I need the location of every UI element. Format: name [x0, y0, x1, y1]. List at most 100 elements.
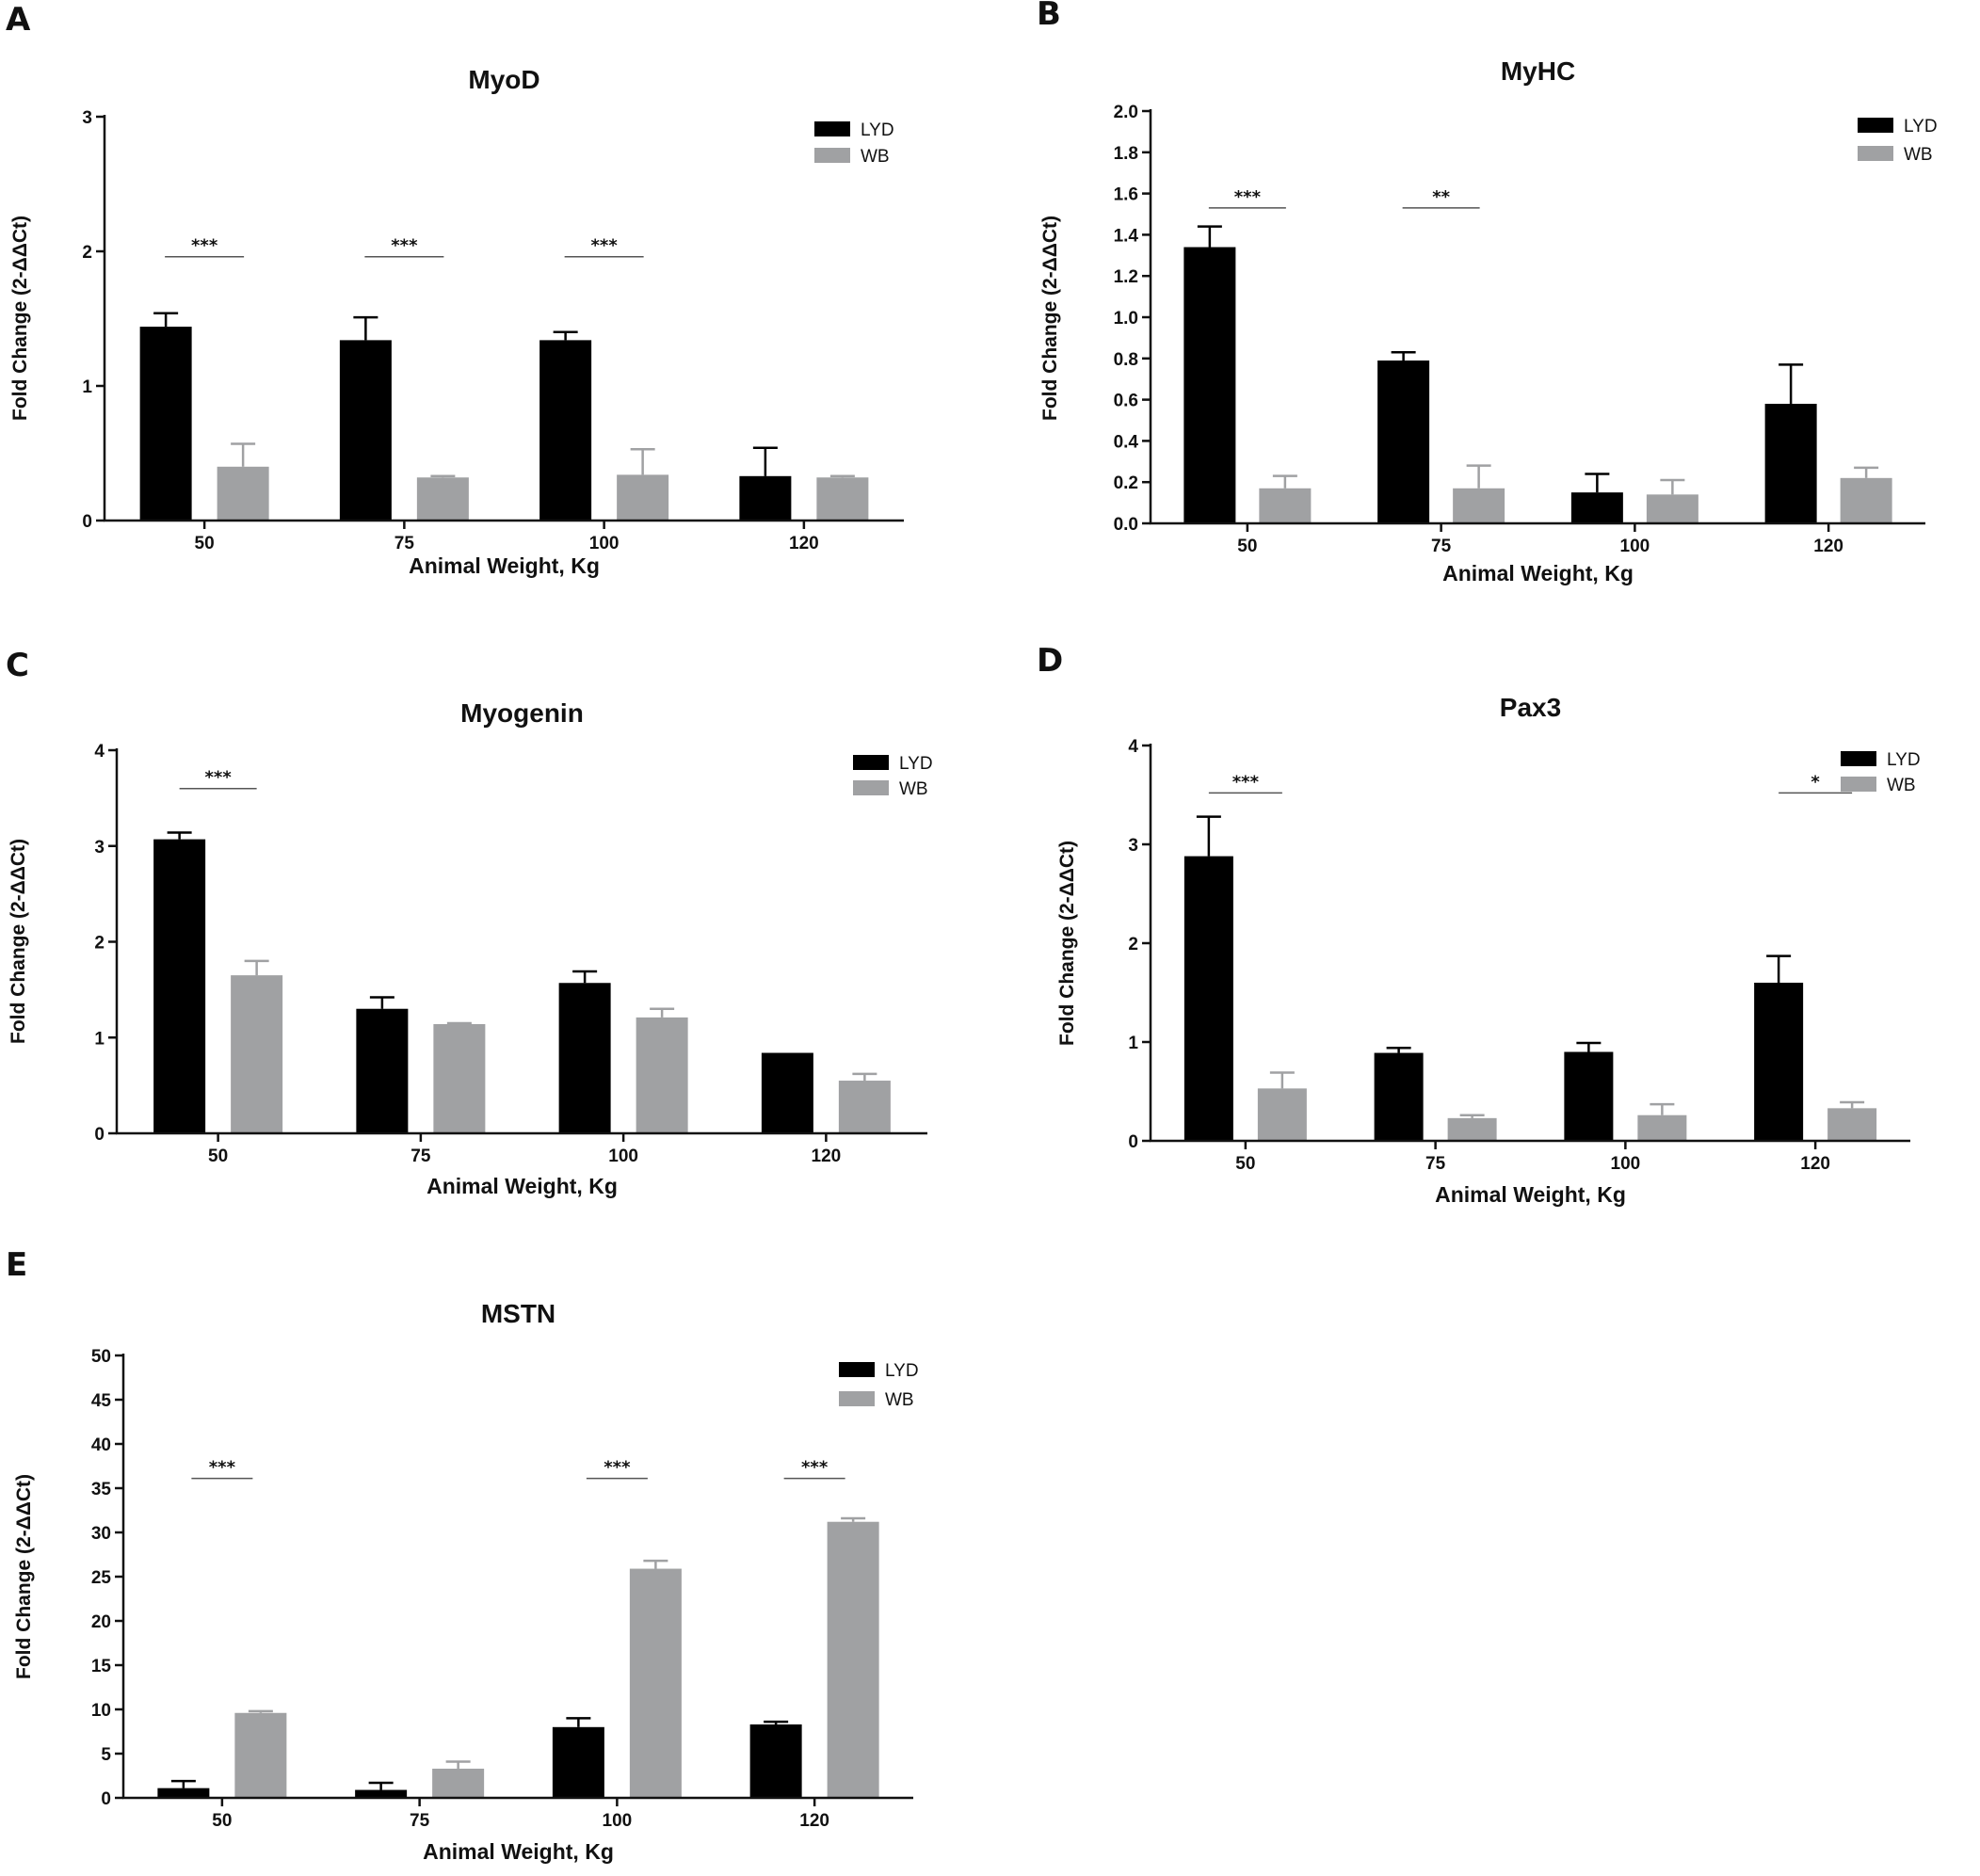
bar-wb-50 — [231, 975, 283, 1133]
bar-wb-75 — [433, 1024, 486, 1133]
bar-lyd-50 — [1183, 856, 1233, 1141]
chart-title: MyHC — [1501, 56, 1575, 86]
x-tick-label: 75 — [410, 1146, 431, 1166]
x-tick-label: 100 — [603, 1811, 633, 1831]
x-axis-label: Animal Weight, Kg — [1442, 561, 1634, 585]
legend-label-wb: WB — [899, 779, 928, 799]
legend-swatch-lyd — [814, 121, 850, 136]
y-tick-label: 45 — [91, 1391, 112, 1411]
bar-lyd-100 — [1570, 492, 1623, 523]
bar-lyd-120 — [1764, 403, 1817, 523]
bar-wb-50 — [234, 1712, 287, 1798]
legend-label-wb: WB — [861, 147, 890, 167]
chart-title: Pax3 — [1500, 693, 1561, 722]
bar-wb-50 — [217, 466, 269, 521]
legend-label-lyd: LYD — [885, 1361, 919, 1381]
bar-lyd-75 — [355, 1789, 408, 1798]
y-tick-label: 3 — [82, 108, 92, 128]
bar-wb-100 — [1646, 494, 1698, 523]
bar-lyd-50 — [139, 327, 192, 521]
x-tick-label: 100 — [608, 1146, 638, 1166]
y-tick-label: 1 — [94, 1029, 105, 1049]
bar-wb-50 — [1259, 488, 1312, 523]
x-tick-label: 75 — [1425, 1154, 1446, 1174]
y-axis-label: Fold Change (2-ΔΔCt) — [1039, 216, 1061, 421]
y-tick-label: 0.4 — [1114, 432, 1139, 452]
y-tick-label: 0 — [94, 1125, 105, 1145]
bar-wb-75 — [416, 477, 469, 521]
legend-label-wb: WB — [885, 1390, 914, 1410]
chart-panel-c: C Myogenin 0 1 2 3 4 50 75 100 120 Animal Weight, K… — [6, 647, 933, 1198]
x-tick-label: 50 — [195, 534, 215, 553]
panel-letter: E — [6, 1246, 27, 1284]
y-tick-label: 3 — [94, 838, 105, 858]
panel-letter: D — [1037, 642, 1063, 680]
chart-title: Myogenin — [460, 698, 584, 728]
y-tick-label: 15 — [91, 1657, 112, 1676]
x-tick-label: 75 — [410, 1811, 430, 1831]
x-tick-label: 120 — [1800, 1154, 1830, 1174]
legend-swatch-wb — [839, 1391, 875, 1406]
y-tick-label: 0.0 — [1114, 515, 1138, 535]
y-tick-label: 30 — [91, 1524, 111, 1544]
legend-label-lyd: LYD — [861, 120, 894, 140]
bar-wb-50 — [1257, 1088, 1307, 1141]
legend-swatch-lyd — [853, 755, 889, 770]
significance-label: * — [1811, 772, 1820, 792]
bar-lyd-100 — [1564, 1051, 1614, 1141]
y-tick-label: 0.2 — [1114, 473, 1138, 493]
bar-lyd-120 — [749, 1724, 802, 1798]
y-axis-label: Fold Change (2-ΔΔCt) — [13, 1474, 35, 1679]
bar-lyd-75 — [356, 1008, 409, 1133]
y-tick-label: 0 — [101, 1789, 111, 1809]
y-tick-label: 0 — [1128, 1132, 1138, 1152]
significance-label: ** — [1432, 187, 1450, 207]
legend-swatch-wb — [1841, 777, 1876, 792]
x-tick-label: 100 — [1611, 1154, 1641, 1174]
significance-label: *** — [591, 236, 619, 256]
legend-swatch-lyd — [839, 1362, 875, 1377]
legend-label-lyd: LYD — [899, 754, 933, 774]
chart-panel-a: A MyoD 0 1 2 3 50 75 100 120 Animal Weight, Kg Fold… — [6, 1, 904, 578]
x-tick-label: 50 — [1235, 1154, 1255, 1174]
x-axis-label: Animal Weight, Kg — [423, 1839, 614, 1864]
y-axis-label: Fold Change (2-ΔΔCt) — [9, 216, 31, 421]
legend-swatch-lyd — [1858, 118, 1893, 133]
legend-label-lyd: LYD — [1887, 750, 1921, 770]
significance-label: *** — [1232, 772, 1260, 792]
panel-letter: A — [6, 1, 31, 39]
y-tick-label: 50 — [91, 1347, 111, 1367]
x-axis-label: Animal Weight, Kg — [1435, 1182, 1626, 1207]
bar-lyd-100 — [558, 983, 611, 1133]
y-tick-label: 1 — [1128, 1034, 1138, 1053]
significance-label: *** — [391, 236, 418, 256]
y-tick-label: 1.6 — [1114, 185, 1138, 205]
y-tick-label: 10 — [91, 1701, 111, 1721]
x-tick-label: 50 — [212, 1811, 232, 1831]
bar-lyd-100 — [539, 340, 592, 521]
significance-label: *** — [191, 236, 218, 256]
bar-lyd-75 — [339, 340, 392, 521]
y-axis-label: Fold Change (2-ΔΔCt) — [1056, 841, 1078, 1046]
bar-wb-120 — [827, 1521, 879, 1798]
chart-title: MSTN — [481, 1299, 555, 1328]
bar-lyd-75 — [1377, 360, 1430, 523]
bar-wb-75 — [1447, 1117, 1497, 1141]
legend-swatch-wb — [1858, 146, 1893, 161]
y-tick-label: 2 — [94, 934, 105, 954]
x-tick-label: 120 — [812, 1146, 842, 1166]
x-axis-label: Animal Weight, Kg — [427, 1174, 618, 1198]
bar-wb-120 — [838, 1081, 891, 1133]
bar-wb-100 — [636, 1017, 688, 1133]
y-tick-label: 0.8 — [1114, 350, 1138, 370]
x-tick-label: 120 — [789, 534, 819, 553]
bar-lyd-50 — [1183, 247, 1236, 523]
x-tick-label: 120 — [1813, 537, 1843, 556]
significance-label: *** — [604, 1458, 631, 1478]
y-tick-label: 3 — [1128, 836, 1138, 856]
legend-label-wb: WB — [1887, 776, 1916, 795]
bar-wb-75 — [1453, 488, 1505, 523]
legend-swatch-lyd — [1841, 751, 1876, 766]
y-tick-label: 4 — [1128, 737, 1138, 757]
